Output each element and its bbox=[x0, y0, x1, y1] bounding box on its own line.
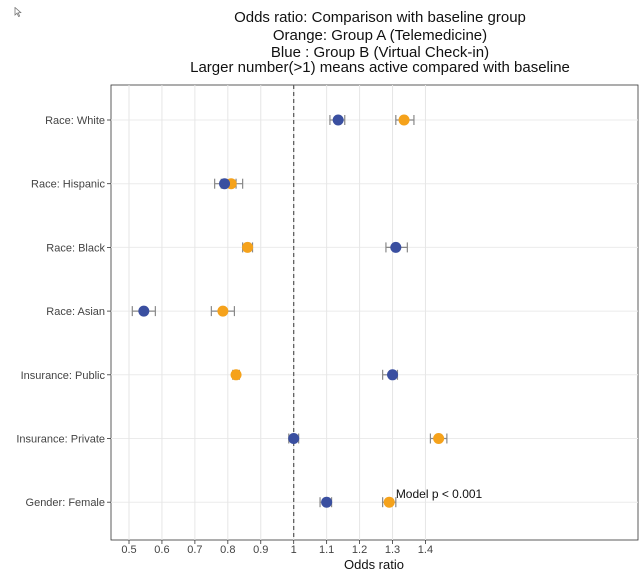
series-2-point bbox=[288, 433, 300, 444]
panel-border bbox=[110, 84, 639, 541]
series-2-point bbox=[390, 241, 402, 253]
series-2-point bbox=[332, 114, 344, 126]
model-p-annotation: Model p < 0.001 bbox=[396, 487, 483, 501]
series-1-point bbox=[242, 241, 254, 253]
x-axis-ticks: 0.5 0.6 0.7 0.8 0.9 1 1.1 1.2 1.3 1.4 bbox=[121, 540, 433, 556]
x-tick-label: 0.5 bbox=[121, 544, 136, 556]
y-tick-label: Insurance: Public bbox=[21, 370, 106, 382]
x-tick-label: 0.7 bbox=[187, 544, 202, 556]
y-tick-label: Gender: Female bbox=[26, 497, 105, 509]
gridlines bbox=[111, 85, 638, 540]
x-tick-label: 0.9 bbox=[253, 544, 268, 556]
series-1-point bbox=[230, 369, 242, 381]
series-1-point bbox=[433, 433, 445, 444]
x-tick-label: 0.8 bbox=[220, 544, 235, 556]
y-tick-label: Race: Black bbox=[46, 242, 105, 254]
y-tick-label: Race: Hispanic bbox=[31, 179, 105, 191]
series-1-point bbox=[398, 114, 410, 126]
title-line-3: Blue : Group B (Virtual Check-in) bbox=[271, 44, 489, 61]
series-2-point bbox=[138, 305, 150, 317]
series-1-point bbox=[217, 305, 229, 317]
x-tick-label: 1 bbox=[291, 544, 297, 556]
x-tick-label: 1.4 bbox=[418, 544, 433, 556]
title-line-4: Larger number(>1) means active compared … bbox=[190, 59, 570, 76]
x-tick-label: 1.3 bbox=[385, 544, 400, 556]
x-tick-label: 1.1 bbox=[319, 544, 334, 556]
mouse-cursor-icon bbox=[14, 7, 22, 17]
series-2-point bbox=[321, 496, 333, 508]
chart-title: Odds ratio: Comparison with baseline gro… bbox=[190, 9, 570, 76]
series-2-point bbox=[219, 178, 231, 190]
y-tick-label: Race: Asian bbox=[46, 306, 105, 318]
y-axis-ticks: Race: White Race: Hispanic Race: Black Race… bbox=[16, 115, 111, 509]
plot-panel bbox=[110, 84, 639, 541]
title-line-2: Orange: Group A (Telemedicine) bbox=[273, 27, 487, 44]
title-line-1: Odds ratio: Comparison with baseline gro… bbox=[234, 9, 526, 26]
x-tick-label: 1.2 bbox=[352, 544, 367, 556]
y-tick-label: Race: White bbox=[45, 115, 105, 127]
y-tick-label: Insurance: Private bbox=[16, 434, 105, 446]
data-marks: Model p < 0.001 bbox=[131, 114, 483, 508]
series-1-point bbox=[383, 496, 395, 508]
series-2-point bbox=[387, 369, 399, 381]
x-tick-label: 0.6 bbox=[154, 544, 169, 556]
x-axis-label: Odds ratio bbox=[344, 557, 404, 572]
